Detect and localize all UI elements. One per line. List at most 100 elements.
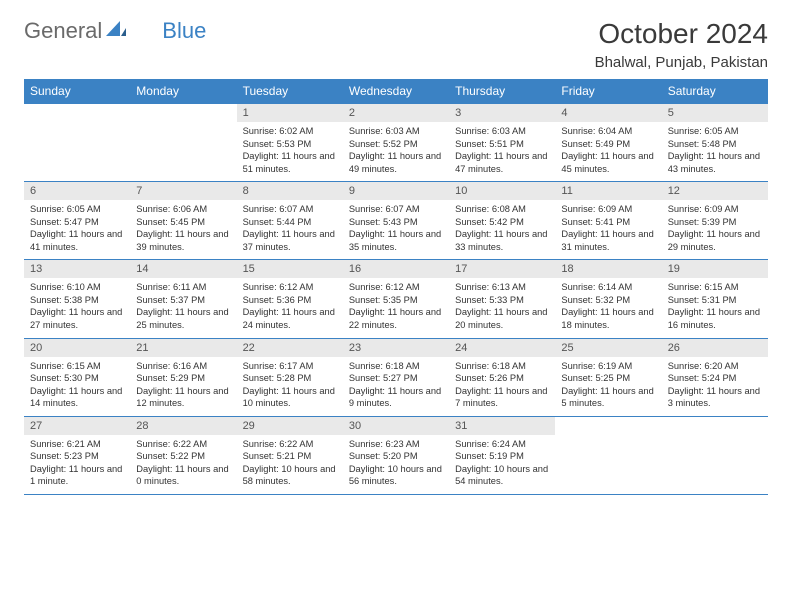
sunrise-text: Sunrise: 6:11 AM — [136, 281, 230, 294]
sunrise-text: Sunrise: 6:15 AM — [668, 281, 762, 294]
day-details: Sunrise: 6:16 AMSunset: 5:29 PMDaylight:… — [130, 357, 236, 416]
day-number: 31 — [449, 417, 555, 435]
day-number: 26 — [662, 339, 768, 357]
sunset-text: Sunset: 5:32 PM — [561, 294, 655, 307]
daylight-text: Daylight: 11 hours and 43 minutes. — [668, 150, 762, 175]
daylight-text: Daylight: 10 hours and 56 minutes. — [349, 463, 443, 488]
sunset-text: Sunset: 5:22 PM — [136, 450, 230, 463]
sunrise-text: Sunrise: 6:15 AM — [30, 360, 124, 373]
day-details: Sunrise: 6:07 AMSunset: 5:44 PMDaylight:… — [237, 200, 343, 259]
day-number: 30 — [343, 417, 449, 435]
sunset-text: Sunset: 5:27 PM — [349, 372, 443, 385]
day-details: Sunrise: 6:07 AMSunset: 5:43 PMDaylight:… — [343, 200, 449, 259]
day-details: Sunrise: 6:09 AMSunset: 5:41 PMDaylight:… — [555, 200, 661, 259]
sunrise-text: Sunrise: 6:09 AM — [561, 203, 655, 216]
sunset-text: Sunset: 5:49 PM — [561, 138, 655, 151]
sunset-text: Sunset: 5:20 PM — [349, 450, 443, 463]
weekday-header: Tuesday — [237, 79, 343, 104]
calendar-day-cell: 2Sunrise: 6:03 AMSunset: 5:52 PMDaylight… — [343, 104, 449, 182]
calendar-day-cell: 19Sunrise: 6:15 AMSunset: 5:31 PMDayligh… — [662, 260, 768, 338]
calendar-day-cell: 25Sunrise: 6:19 AMSunset: 5:25 PMDayligh… — [555, 338, 661, 416]
day-details: Sunrise: 6:21 AMSunset: 5:23 PMDaylight:… — [24, 435, 130, 494]
calendar-day-cell: 11Sunrise: 6:09 AMSunset: 5:41 PMDayligh… — [555, 182, 661, 260]
day-details: Sunrise: 6:14 AMSunset: 5:32 PMDaylight:… — [555, 278, 661, 337]
day-number: 20 — [24, 339, 130, 357]
sunset-text: Sunset: 5:33 PM — [455, 294, 549, 307]
sunset-text: Sunset: 5:28 PM — [243, 372, 337, 385]
day-number: 9 — [343, 182, 449, 200]
calendar-day-cell: 6Sunrise: 6:05 AMSunset: 5:47 PMDaylight… — [24, 182, 130, 260]
sunset-text: Sunset: 5:21 PM — [243, 450, 337, 463]
day-details: Sunrise: 6:15 AMSunset: 5:30 PMDaylight:… — [24, 357, 130, 416]
calendar-day-cell: 21Sunrise: 6:16 AMSunset: 5:29 PMDayligh… — [130, 338, 236, 416]
sunrise-text: Sunrise: 6:16 AM — [136, 360, 230, 373]
calendar-day-cell: 15Sunrise: 6:12 AMSunset: 5:36 PMDayligh… — [237, 260, 343, 338]
day-number: 27 — [24, 417, 130, 435]
logo-text-blue: Blue — [162, 18, 206, 44]
sunrise-text: Sunrise: 6:23 AM — [349, 438, 443, 451]
daylight-text: Daylight: 10 hours and 58 minutes. — [243, 463, 337, 488]
calendar-week-row: 1Sunrise: 6:02 AMSunset: 5:53 PMDaylight… — [24, 104, 768, 182]
sunset-text: Sunset: 5:35 PM — [349, 294, 443, 307]
day-details: Sunrise: 6:22 AMSunset: 5:21 PMDaylight:… — [237, 435, 343, 494]
calendar-day-cell: 5Sunrise: 6:05 AMSunset: 5:48 PMDaylight… — [662, 104, 768, 182]
sunrise-text: Sunrise: 6:18 AM — [349, 360, 443, 373]
daylight-text: Daylight: 11 hours and 41 minutes. — [30, 228, 124, 253]
sunset-text: Sunset: 5:26 PM — [455, 372, 549, 385]
daylight-text: Daylight: 11 hours and 29 minutes. — [668, 228, 762, 253]
day-details: Sunrise: 6:19 AMSunset: 5:25 PMDaylight:… — [555, 357, 661, 416]
daylight-text: Daylight: 11 hours and 9 minutes. — [349, 385, 443, 410]
day-number: 25 — [555, 339, 661, 357]
day-details: Sunrise: 6:10 AMSunset: 5:38 PMDaylight:… — [24, 278, 130, 337]
calendar-day-cell: 31Sunrise: 6:24 AMSunset: 5:19 PMDayligh… — [449, 416, 555, 494]
day-number: 28 — [130, 417, 236, 435]
weekday-header: Wednesday — [343, 79, 449, 104]
weekday-header: Friday — [555, 79, 661, 104]
calendar-day-cell: 4Sunrise: 6:04 AMSunset: 5:49 PMDaylight… — [555, 104, 661, 182]
sunset-text: Sunset: 5:45 PM — [136, 216, 230, 229]
day-number: 12 — [662, 182, 768, 200]
sunset-text: Sunset: 5:52 PM — [349, 138, 443, 151]
sunset-text: Sunset: 5:51 PM — [455, 138, 549, 151]
weekday-header: Saturday — [662, 79, 768, 104]
day-number: 10 — [449, 182, 555, 200]
day-number: 17 — [449, 260, 555, 278]
calendar-week-row: 20Sunrise: 6:15 AMSunset: 5:30 PMDayligh… — [24, 338, 768, 416]
daylight-text: Daylight: 11 hours and 25 minutes. — [136, 306, 230, 331]
day-details: Sunrise: 6:05 AMSunset: 5:47 PMDaylight:… — [24, 200, 130, 259]
day-number: 11 — [555, 182, 661, 200]
sunset-text: Sunset: 5:39 PM — [668, 216, 762, 229]
sunrise-text: Sunrise: 6:18 AM — [455, 360, 549, 373]
sunrise-text: Sunrise: 6:10 AM — [30, 281, 124, 294]
day-number: 6 — [24, 182, 130, 200]
calendar-day-cell: 30 Sunrise: 6:23 AMSunset: 5:20 PMDayligh… — [343, 416, 449, 494]
daylight-text: Daylight: 11 hours and 7 minutes. — [455, 385, 549, 410]
daylight-text: Daylight: 11 hours and 49 minutes. — [349, 150, 443, 175]
day-number: 19 — [662, 260, 768, 278]
calendar-day-cell: 3Sunrise: 6:03 AMSunset: 5:51 PMDaylight… — [449, 104, 555, 182]
calendar-day-cell: 13Sunrise: 6:10 AMSunset: 5:38 PMDayligh… — [24, 260, 130, 338]
calendar-day-cell: 8Sunrise: 6:07 AMSunset: 5:44 PMDaylight… — [237, 182, 343, 260]
sunset-text: Sunset: 5:30 PM — [30, 372, 124, 385]
daylight-text: Daylight: 11 hours and 24 minutes. — [243, 306, 337, 331]
sunrise-text: Sunrise: 6:13 AM — [455, 281, 549, 294]
sunset-text: Sunset: 5:53 PM — [243, 138, 337, 151]
sunset-text: Sunset: 5:38 PM — [30, 294, 124, 307]
day-number: 3 — [449, 104, 555, 122]
header: General Blue October 2024 Bhalwal, Punja… — [24, 18, 768, 71]
calendar-day-cell: 22Sunrise: 6:17 AMSunset: 5:28 PMDayligh… — [237, 338, 343, 416]
weekday-header: Thursday — [449, 79, 555, 104]
day-number: 21 — [130, 339, 236, 357]
day-details: Sunrise: 6:04 AMSunset: 5:49 PMDaylight:… — [555, 122, 661, 181]
sunrise-text: Sunrise: 6:19 AM — [561, 360, 655, 373]
sunset-text: Sunset: 5:44 PM — [243, 216, 337, 229]
day-details: Sunrise: 6:13 AMSunset: 5:33 PMDaylight:… — [449, 278, 555, 337]
sunset-text: Sunset: 5:19 PM — [455, 450, 549, 463]
sunset-text: Sunset: 5:23 PM — [30, 450, 124, 463]
calendar-day-cell — [662, 416, 768, 494]
day-number: 24 — [449, 339, 555, 357]
calendar-day-cell: 16Sunrise: 6:12 AMSunset: 5:35 PMDayligh… — [343, 260, 449, 338]
day-number: 29 — [237, 417, 343, 435]
sunset-text: Sunset: 5:36 PM — [243, 294, 337, 307]
day-details: Sunrise: 6:22 AMSunset: 5:22 PMDaylight:… — [130, 435, 236, 494]
